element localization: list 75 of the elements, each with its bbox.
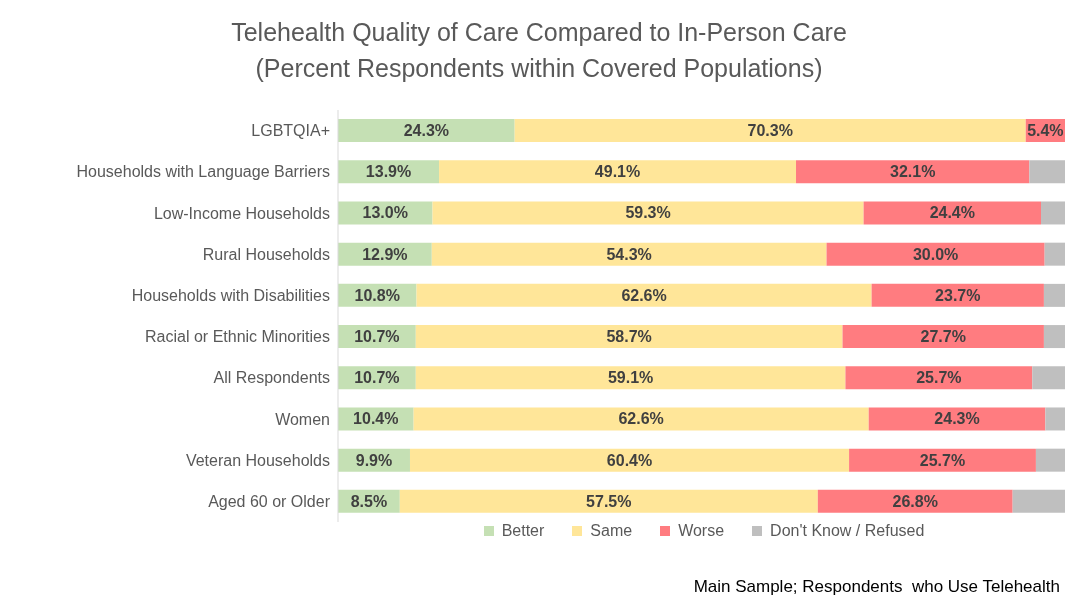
bar (415, 325, 843, 349)
bar (1041, 201, 1065, 225)
y-tick-label: Women (275, 410, 330, 428)
bar (863, 201, 1042, 225)
text: Main Sample; Respondents who Use Telehealth (693, 577, 1060, 597)
data-label: 13.9% (365, 163, 412, 181)
y-tick-label: Rural Households (202, 245, 330, 263)
bar (415, 366, 846, 390)
bar (416, 283, 872, 307)
chart-title: Telehealth Quality of Care Compared to In-Person Care (Percent Respondents within Covered Populations) (230, 17, 848, 84)
y-tick-label: Racial or Ethnic Minorities (145, 328, 330, 346)
bar (1045, 407, 1065, 431)
bar (871, 283, 1044, 307)
bar (1035, 448, 1065, 472)
bar (1043, 283, 1065, 307)
data-label: 58.7% (606, 328, 652, 346)
data-label: 10.7% (354, 328, 400, 346)
data-label: 8.5% (350, 492, 388, 510)
bar (826, 242, 1045, 266)
y-tick-label: Households with Disabilities (131, 287, 330, 305)
bar (413, 407, 869, 431)
bar (1044, 242, 1065, 266)
bar (868, 407, 1046, 431)
bar (1032, 366, 1065, 390)
data-label: 62.6% (621, 286, 667, 304)
bar (431, 242, 827, 266)
data-label: 10.7% (354, 369, 400, 387)
data-label: 32.1% (890, 163, 936, 181)
data-label: 70.3% (747, 122, 793, 140)
data-label: 59.1% (607, 369, 654, 387)
data-label: 24.3% (403, 122, 450, 140)
bar (1029, 160, 1065, 184)
bar (796, 160, 1030, 184)
bar (849, 448, 1036, 472)
bar (432, 201, 864, 225)
data-label: 23.7% (935, 286, 981, 304)
y-tick-label: Aged 60 or Older (208, 493, 331, 511)
data-label: 24.3% (934, 410, 980, 428)
data-label: 24.4% (929, 204, 975, 222)
data-label: 30.0% (912, 245, 959, 263)
data-label: 10.4% (353, 410, 399, 428)
data-label: 5.4% (1027, 122, 1064, 140)
bar (409, 448, 850, 472)
bar (1012, 489, 1065, 513)
bar (439, 160, 797, 184)
bar (399, 489, 818, 513)
data-label: 60.4% (606, 451, 653, 469)
y-tick-label: Low-Income Households (153, 204, 330, 222)
data-label: 27.7% (920, 328, 966, 346)
bar (514, 119, 1026, 143)
data-label: 9.9% (355, 451, 393, 469)
data-label: 25.7% (919, 451, 966, 469)
data-label: 62.6% (618, 410, 664, 428)
data-label: 57.5% (586, 492, 632, 510)
y-tick-label: Veteran Households (185, 451, 330, 469)
legend-label: Worse (677, 522, 725, 540)
bar (1043, 325, 1065, 349)
legend-label: Better (500, 522, 545, 540)
y-tick-label: Households with Language Barriers (76, 163, 330, 181)
bar (817, 489, 1013, 513)
bar (845, 366, 1033, 390)
data-label: 12.9% (362, 245, 408, 263)
bar (338, 119, 515, 143)
data-label: 49.1% (594, 163, 641, 181)
legend-label: Same (589, 522, 633, 540)
data-label: 26.8% (892, 492, 938, 510)
bar (842, 325, 1044, 349)
data-label: 54.3% (606, 245, 652, 263)
legend-label: Don't Know / Refused (769, 522, 925, 540)
data-label: 13.0% (362, 204, 408, 222)
y-tick-label: LGBTQIA+ (251, 122, 330, 140)
data-label: 10.8% (354, 286, 400, 304)
data-label: 59.3% (625, 204, 671, 222)
y-tick-label: All Respondents (213, 369, 330, 387)
data-label: 25.7% (916, 369, 962, 387)
